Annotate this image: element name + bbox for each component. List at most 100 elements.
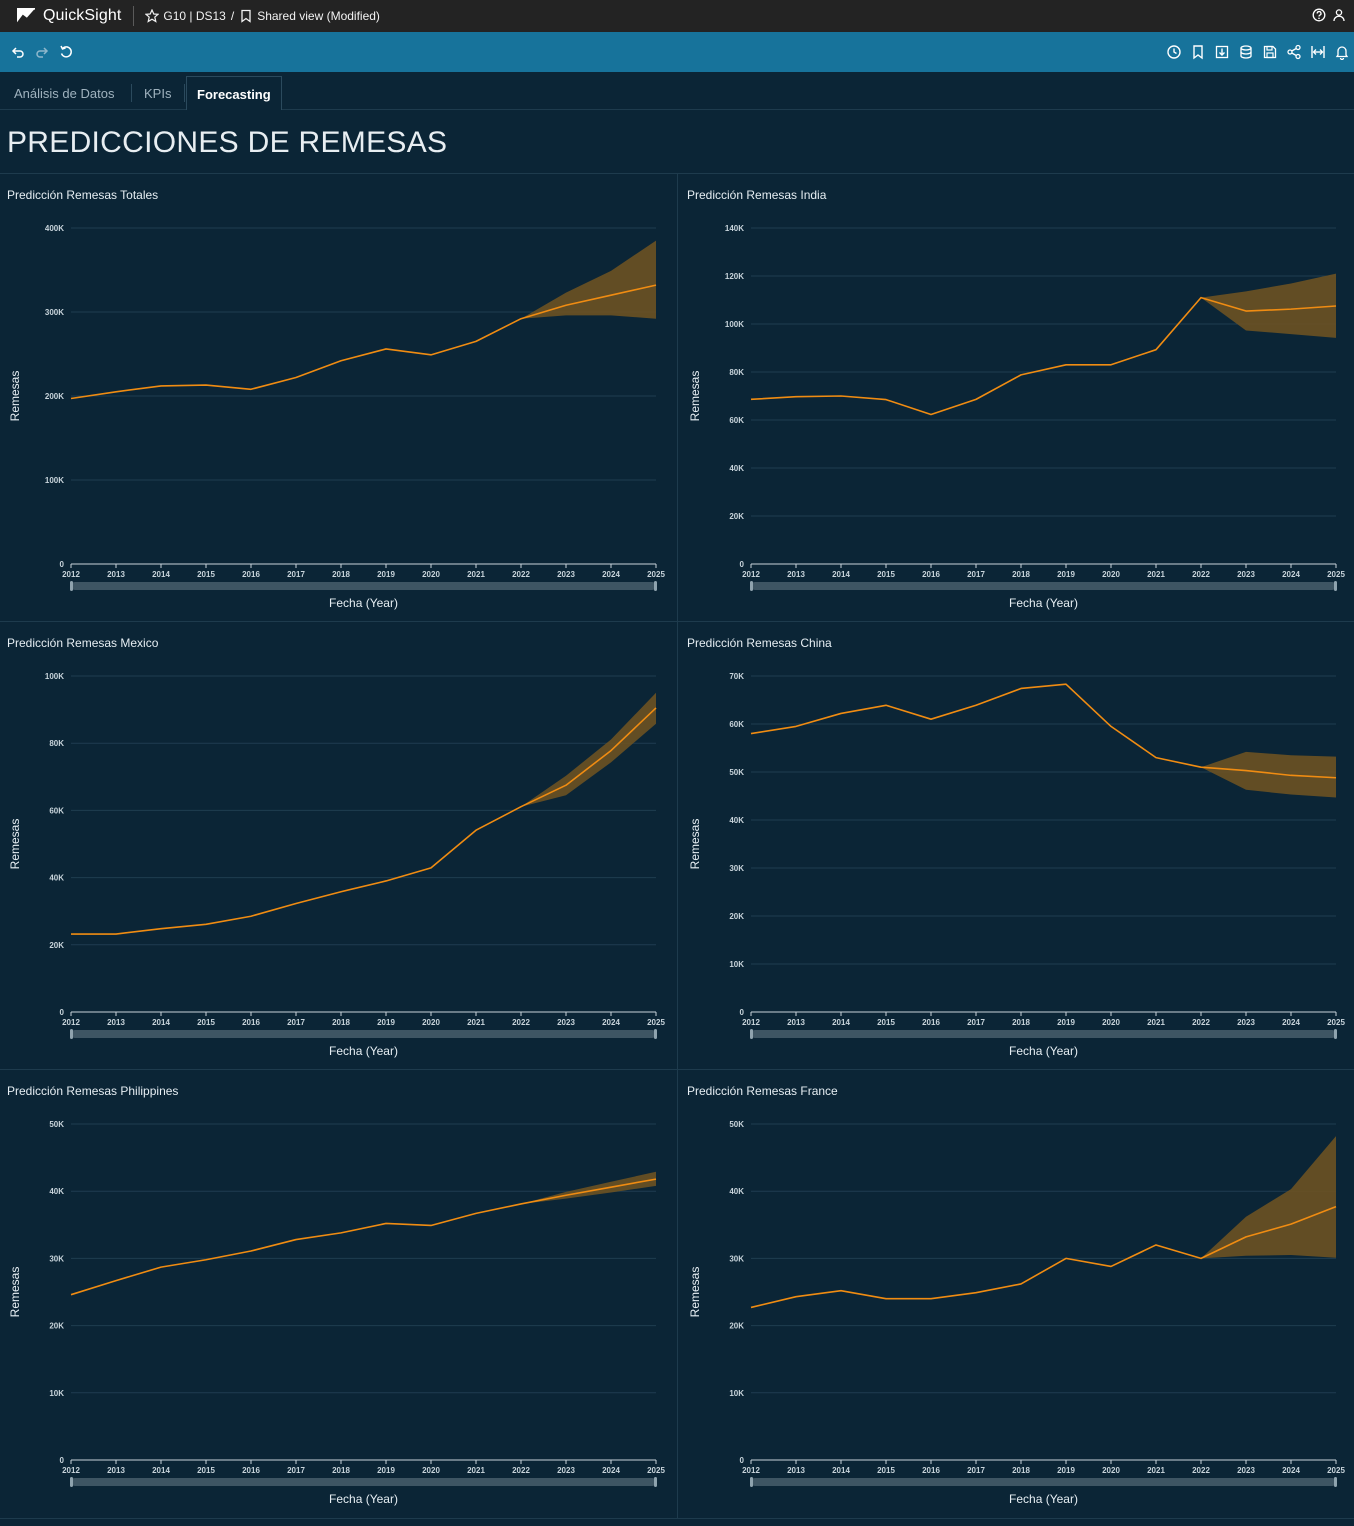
shared-view-label[interactable]: Shared view (Modified) [257, 9, 380, 23]
data-point[interactable] [608, 1184, 614, 1190]
chart-france[interactable]: 0 10K 20K 30K 40K 50K 2012 2013 2014 2015 2016 2017… [680, 1070, 1354, 1516]
data-point[interactable] [1063, 362, 1069, 368]
data-point[interactable] [973, 396, 979, 402]
data-point[interactable] [973, 1290, 979, 1296]
data-point[interactable] [1018, 372, 1024, 378]
scrollbar-handle-right[interactable] [1334, 1477, 1337, 1487]
alert-icon[interactable] [1334, 44, 1350, 60]
data-point[interactable] [113, 931, 119, 937]
x-axis-scrollbar[interactable] [71, 1478, 656, 1486]
data-point[interactable] [838, 710, 844, 716]
scrollbar-handle-left[interactable] [750, 1029, 753, 1039]
data-point[interactable] [338, 358, 344, 364]
scrollbar-handle-right[interactable] [654, 1029, 657, 1039]
scrollbar-handle-right[interactable] [1334, 1029, 1337, 1039]
chart-totales[interactable]: 0 100K 200K 300K 400K 2012 2013 2014 2015 2016 201… [0, 174, 676, 620]
data-point[interactable] [973, 702, 979, 708]
data-point[interactable] [1288, 1221, 1294, 1227]
reset-icon[interactable] [58, 44, 74, 60]
share-icon[interactable] [1286, 44, 1302, 60]
scrollbar-handle-right[interactable] [1334, 581, 1337, 591]
data-point[interactable] [383, 878, 389, 884]
data-point[interactable] [518, 804, 524, 810]
data-point[interactable] [1198, 764, 1204, 770]
data-point[interactable] [883, 1296, 889, 1302]
data-point[interactable] [653, 705, 659, 711]
data-point[interactable] [563, 1192, 569, 1198]
chart-china[interactable]: 0 10K 20K 30K 40K 50K 60K 70K 2012 2013 2014 2015 20… [680, 622, 1354, 1068]
data-point[interactable] [563, 782, 569, 788]
data-point[interactable] [1198, 295, 1204, 301]
data-point[interactable] [928, 1296, 934, 1302]
data-point[interactable] [928, 716, 934, 722]
data-point[interactable] [1288, 772, 1294, 778]
data-point[interactable] [473, 827, 479, 833]
schedule-icon[interactable] [1166, 44, 1182, 60]
data-point[interactable] [1153, 1242, 1159, 1248]
x-axis-scrollbar[interactable] [71, 1030, 656, 1038]
data-point[interactable] [428, 1222, 434, 1228]
data-point[interactable] [293, 375, 299, 381]
data-point[interactable] [383, 1220, 389, 1226]
data-point[interactable] [113, 389, 119, 395]
data-point[interactable] [518, 1201, 524, 1207]
x-axis-scrollbar[interactable] [71, 582, 656, 590]
data-point[interactable] [1198, 1255, 1204, 1261]
scrollbar-handle-left[interactable] [70, 1477, 73, 1487]
data-point[interactable] [838, 393, 844, 399]
data-point[interactable] [748, 396, 754, 402]
undo-icon[interactable] [10, 44, 26, 60]
fit-width-icon[interactable] [1310, 44, 1326, 60]
data-point[interactable] [653, 1176, 659, 1182]
data-point[interactable] [68, 396, 74, 402]
data-point[interactable] [248, 913, 254, 919]
data-point[interactable] [203, 382, 209, 388]
x-axis-scrollbar[interactable] [751, 1030, 1336, 1038]
data-point[interactable] [248, 386, 254, 392]
data-point[interactable] [563, 302, 569, 308]
tab-analisis-de-datos[interactable]: Análisis de Datos [14, 86, 115, 101]
data-point[interactable] [793, 394, 799, 400]
data-point[interactable] [338, 889, 344, 895]
scrollbar-handle-right[interactable] [654, 1477, 657, 1487]
data-point[interactable] [1243, 768, 1249, 774]
scrollbar-handle-right[interactable] [654, 581, 657, 591]
data-point[interactable] [293, 1237, 299, 1243]
data-point[interactable] [203, 1257, 209, 1263]
save-icon[interactable] [1262, 44, 1278, 60]
data-point[interactable] [1153, 755, 1159, 761]
data-point[interactable] [248, 1248, 254, 1254]
data-point[interactable] [338, 1230, 344, 1236]
data-point[interactable] [473, 1210, 479, 1216]
x-axis-scrollbar[interactable] [751, 582, 1336, 590]
dataset-icon[interactable] [1238, 44, 1254, 60]
data-point[interactable] [428, 865, 434, 871]
data-point[interactable] [1108, 362, 1114, 368]
data-point[interactable] [1243, 1234, 1249, 1240]
data-point[interactable] [1288, 306, 1294, 312]
chart-philippines[interactable]: 0 10K 20K 30K 40K 50K 2012 2013 2014 2015 2016 2017… [0, 1070, 676, 1516]
tab-forecasting[interactable]: Forecasting [186, 76, 282, 110]
data-point[interactable] [883, 702, 889, 708]
data-point[interactable] [793, 1294, 799, 1300]
help-icon[interactable] [1312, 8, 1326, 22]
data-point[interactable] [1063, 681, 1069, 687]
bookmark-icon[interactable] [1190, 44, 1206, 60]
data-point[interactable] [1018, 1281, 1024, 1287]
chart-panel-philippines[interactable]: Predicción Remesas Philippines 0 10K 20K 30… [0, 1070, 676, 1516]
quicksight-logo[interactable]: QuickSight [16, 7, 121, 25]
scrollbar-handle-left[interactable] [750, 1477, 753, 1487]
data-point[interactable] [203, 921, 209, 927]
data-point[interactable] [158, 1264, 164, 1270]
data-point[interactable] [1153, 347, 1159, 353]
chart-panel-india[interactable]: Predicción Remesas India 0 20K 40K 60K 80K 10… [680, 174, 1354, 620]
data-point[interactable] [158, 383, 164, 389]
x-axis-scrollbar[interactable] [751, 1478, 1336, 1486]
data-point[interactable] [1018, 685, 1024, 691]
data-point[interactable] [608, 748, 614, 754]
chart-panel-china[interactable]: Predicción Remesas China 0 10K 20K 30K 40K 50… [680, 622, 1354, 1068]
download-icon[interactable] [1214, 44, 1230, 60]
chart-india[interactable]: 0 20K 40K 60K 80K 100K 120K 140K 2012 2013 2014 201… [680, 174, 1354, 620]
star-icon[interactable] [145, 9, 160, 23]
data-point[interactable] [748, 1304, 754, 1310]
